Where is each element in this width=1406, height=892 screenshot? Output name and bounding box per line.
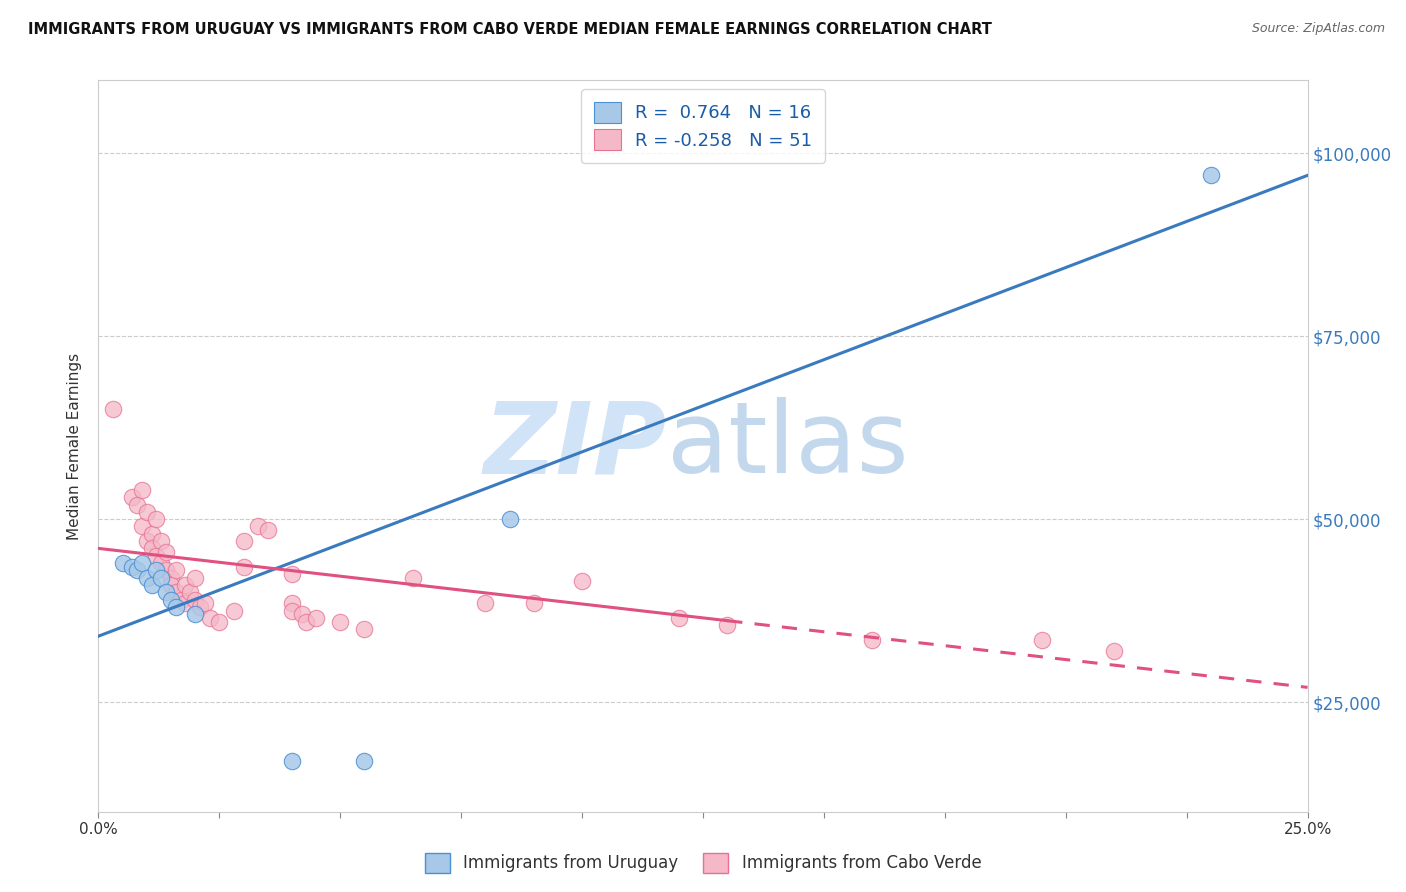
- Point: [329, 615, 352, 629]
- Point: [150, 556, 173, 570]
- Point: [174, 578, 197, 592]
- Point: [127, 498, 149, 512]
- Legend: Immigrants from Uruguay, Immigrants from Cabo Verde: Immigrants from Uruguay, Immigrants from…: [418, 847, 988, 880]
- Point: [160, 571, 183, 585]
- Text: atlas: atlas: [666, 398, 908, 494]
- Point: [305, 611, 328, 625]
- Text: ZIP: ZIP: [484, 398, 666, 494]
- Point: [290, 607, 312, 622]
- Point: [281, 603, 304, 617]
- Point: [131, 483, 153, 497]
- Point: [101, 402, 124, 417]
- Point: [281, 567, 304, 582]
- Text: IMMIGRANTS FROM URUGUAY VS IMMIGRANTS FROM CABO VERDE MEDIAN FEMALE EARNINGS COR: IMMIGRANTS FROM URUGUAY VS IMMIGRANTS FR…: [28, 22, 993, 37]
- Point: [160, 592, 183, 607]
- Point: [141, 526, 163, 541]
- Point: [135, 534, 157, 549]
- Text: Source: ZipAtlas.com: Source: ZipAtlas.com: [1251, 22, 1385, 36]
- Point: [198, 611, 221, 625]
- Point: [165, 599, 187, 614]
- Point: [247, 519, 270, 533]
- Point: [150, 534, 173, 549]
- Y-axis label: Median Female Earnings: Median Female Earnings: [67, 352, 83, 540]
- Legend: R =  0.764   N = 16, R = -0.258   N = 51: R = 0.764 N = 16, R = -0.258 N = 51: [581, 89, 825, 162]
- Point: [1102, 644, 1125, 658]
- Point: [256, 523, 278, 537]
- Point: [474, 596, 496, 610]
- Point: [141, 541, 163, 556]
- Point: [1031, 632, 1053, 647]
- Point: [131, 519, 153, 533]
- Point: [145, 512, 167, 526]
- Point: [184, 571, 207, 585]
- Point: [716, 618, 738, 632]
- Point: [155, 585, 177, 599]
- Point: [111, 556, 134, 570]
- Point: [222, 603, 245, 617]
- Point: [121, 490, 143, 504]
- Point: [571, 574, 593, 589]
- Point: [141, 578, 163, 592]
- Point: [353, 622, 375, 636]
- Point: [353, 754, 375, 768]
- Point: [184, 592, 207, 607]
- Point: [281, 596, 304, 610]
- Point: [184, 607, 207, 622]
- Point: [174, 596, 197, 610]
- Point: [179, 585, 201, 599]
- Point: [155, 563, 177, 577]
- Point: [121, 559, 143, 574]
- Point: [188, 599, 211, 614]
- Point: [402, 571, 425, 585]
- Point: [281, 754, 304, 768]
- Point: [155, 545, 177, 559]
- Point: [135, 571, 157, 585]
- Point: [232, 559, 254, 574]
- Point: [295, 615, 318, 629]
- Point: [169, 592, 191, 607]
- Point: [145, 563, 167, 577]
- Point: [131, 556, 153, 570]
- Point: [165, 585, 187, 599]
- Point: [498, 512, 520, 526]
- Point: [165, 563, 187, 577]
- Point: [1199, 169, 1222, 183]
- Point: [208, 615, 231, 629]
- Point: [127, 563, 149, 577]
- Point: [145, 549, 167, 563]
- Point: [232, 534, 254, 549]
- Point: [135, 505, 157, 519]
- Point: [194, 596, 217, 610]
- Point: [668, 611, 690, 625]
- Point: [160, 578, 183, 592]
- Point: [523, 596, 546, 610]
- Point: [860, 632, 883, 647]
- Point: [150, 571, 173, 585]
